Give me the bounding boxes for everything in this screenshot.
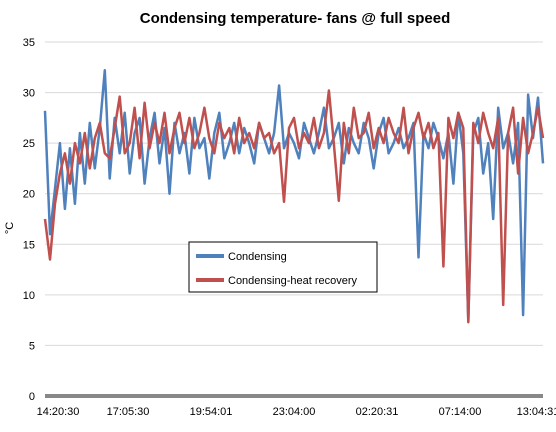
x-axis-tick-labels: 14:20:30 17:05:30 19:54:01 23:04:00 02:20:31… [37, 406, 556, 418]
y-tick-label: 20 [23, 189, 35, 201]
chart-title: Condensing temperature- fans @ full spee… [140, 10, 451, 27]
x-tick-label: 17:05:30 [107, 406, 150, 418]
legend: Condensing Condensing-heat recovery [188, 241, 378, 293]
y-tick-label: 15 [23, 239, 35, 251]
y-tick-label: 10 [23, 290, 35, 302]
x-tick-label: 14:20:30 [37, 406, 80, 418]
x-tick-label: 07:14:00 [439, 406, 482, 418]
y-axis-label: °C [4, 222, 16, 234]
y-tick-label: 0 [29, 391, 35, 403]
x-tick-label: 02:20:31 [356, 406, 399, 418]
series-line-condensing-heat-recovery [43, 89, 545, 324]
x-tick-label: 13:04:31 [517, 406, 556, 418]
y-axis-tick-labels: 0 5 10 15 20 25 30 35 [23, 37, 35, 403]
x-tick-label: 23:04:00 [273, 406, 316, 418]
y-tick-label: 25 [23, 138, 35, 150]
y-tick-label: 35 [23, 37, 35, 49]
series-lines [43, 69, 545, 324]
legend-box [188, 241, 378, 293]
x-tick-label: 19:54:01 [190, 406, 233, 418]
legend-label-condensing-heat-recovery: Condensing-heat recovery [228, 275, 358, 287]
series-line-condensing [43, 69, 545, 323]
legend-label-condensing: Condensing [228, 251, 287, 263]
y-tick-label: 30 [23, 88, 35, 100]
y-tick-label: 5 [29, 340, 35, 352]
